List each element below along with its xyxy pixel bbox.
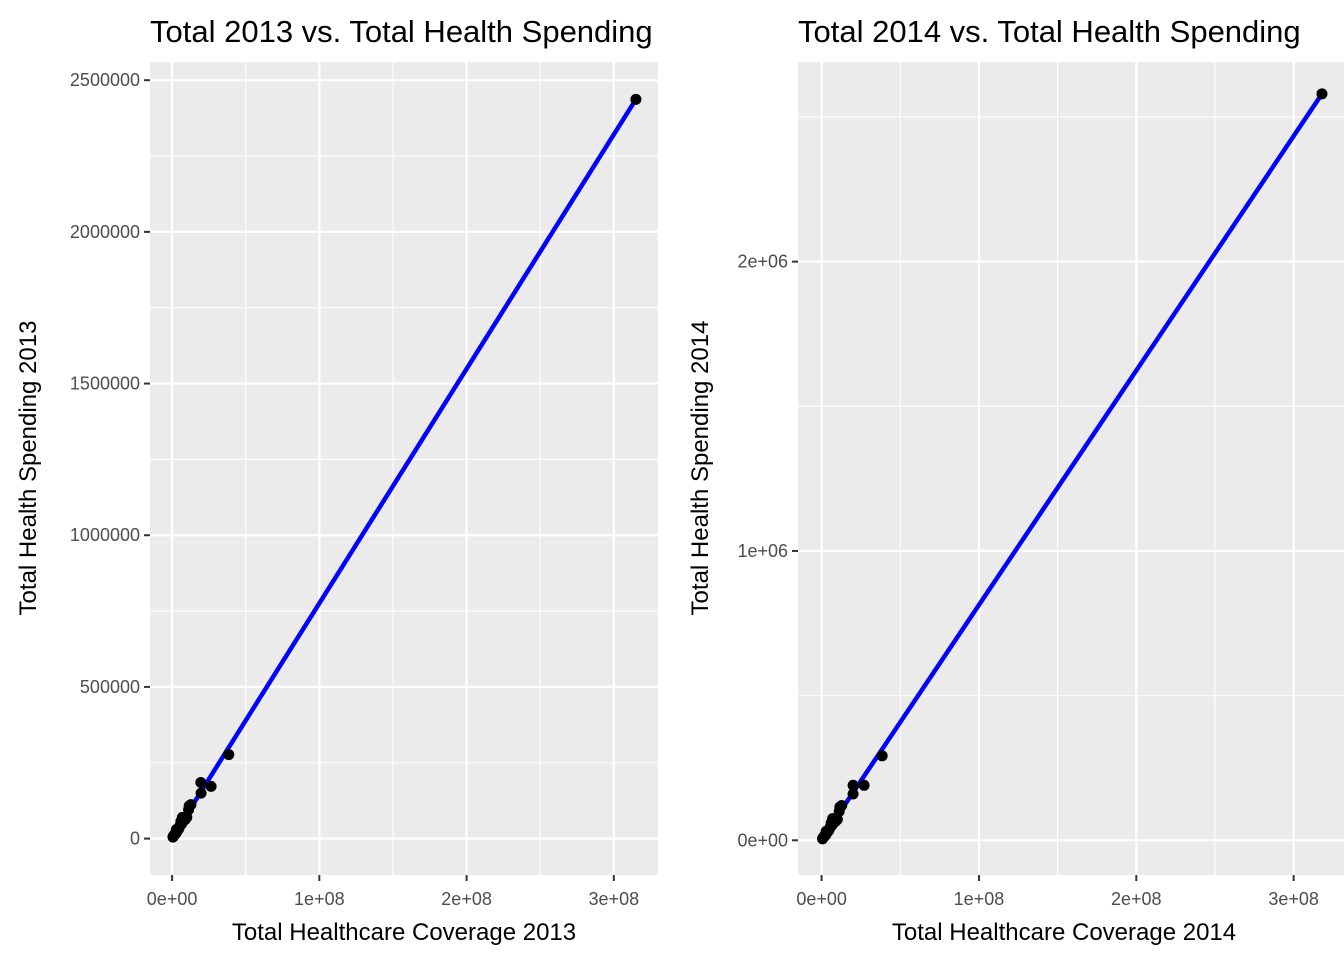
x-tick-label: 3e+08 bbox=[1268, 889, 1319, 909]
x-tick-label: 0e+00 bbox=[796, 889, 847, 909]
x-ticks-2013: 0e+00 1e+08 2e+08 3e+08 bbox=[147, 875, 639, 909]
points-2014 bbox=[817, 88, 1328, 845]
chart-title-2014: Total 2014 vs. Total Health Spending bbox=[798, 14, 1301, 49]
chart-title-2013: Total 2013 vs. Total Health Spending bbox=[150, 14, 653, 49]
data-point bbox=[817, 833, 829, 845]
data-point bbox=[167, 831, 179, 843]
panel-2013: 0e+00 1e+08 2e+08 3e+08 0 500000 1000000 15000… bbox=[15, 14, 658, 946]
data-point bbox=[876, 750, 888, 762]
y-axis-title-2014: Total Health Spending 2014 bbox=[687, 321, 714, 616]
x-tick-label: 3e+08 bbox=[589, 889, 640, 909]
fit-line-2013 bbox=[170, 98, 638, 839]
data-point bbox=[195, 776, 207, 788]
panel-2014: 0e+00 1e+08 2e+08 3e+08 0e+00 1e+06 2e+06 Tot… bbox=[687, 14, 1344, 946]
data-point bbox=[630, 93, 642, 105]
fit-line-group-2014 bbox=[819, 92, 1324, 841]
x-tick-label: 1e+08 bbox=[954, 889, 1005, 909]
data-point bbox=[223, 749, 235, 761]
y-tick-label: 1e+06 bbox=[737, 541, 788, 561]
x-tick-label: 2e+08 bbox=[441, 889, 492, 909]
y-ticks-2014: 0e+00 1e+06 2e+06 bbox=[737, 252, 798, 850]
x-axis-title-2013: Total Healthcare Coverage 2013 bbox=[232, 919, 576, 946]
x-tick-label: 0e+00 bbox=[147, 889, 198, 909]
points-2013 bbox=[167, 93, 642, 843]
y-tick-label: 500000 bbox=[80, 677, 140, 697]
y-tick-label: 2000000 bbox=[70, 222, 140, 242]
x-ticks-2014: 0e+00 1e+08 2e+08 3e+08 bbox=[796, 875, 1319, 909]
fit-line-2014 bbox=[819, 92, 1324, 841]
data-point bbox=[195, 787, 207, 799]
x-tick-label: 2e+08 bbox=[1111, 889, 1162, 909]
data-point bbox=[1316, 88, 1328, 100]
data-point bbox=[847, 779, 859, 791]
y-tick-label: 0e+00 bbox=[737, 830, 788, 850]
y-tick-label: 2500000 bbox=[70, 70, 140, 90]
x-tick-label: 1e+08 bbox=[294, 889, 345, 909]
y-tick-label: 1000000 bbox=[70, 525, 140, 545]
fit-line-group-2013 bbox=[170, 98, 638, 839]
y-axis-title-2013: Total Health Spending 2013 bbox=[15, 321, 42, 616]
y-ticks-2013: 0 500000 1000000 1500000 2000000 2500000 bbox=[70, 70, 150, 849]
gridlines-2014 bbox=[798, 62, 1344, 875]
y-tick-label: 0 bbox=[130, 829, 140, 849]
y-tick-label: 2e+06 bbox=[737, 252, 788, 272]
data-point bbox=[858, 779, 870, 791]
x-axis-title-2014: Total Healthcare Coverage 2014 bbox=[892, 919, 1236, 946]
gridlines-2013 bbox=[150, 62, 658, 875]
data-point bbox=[847, 788, 859, 800]
y-tick-label: 1500000 bbox=[70, 374, 140, 394]
data-point bbox=[205, 780, 217, 792]
